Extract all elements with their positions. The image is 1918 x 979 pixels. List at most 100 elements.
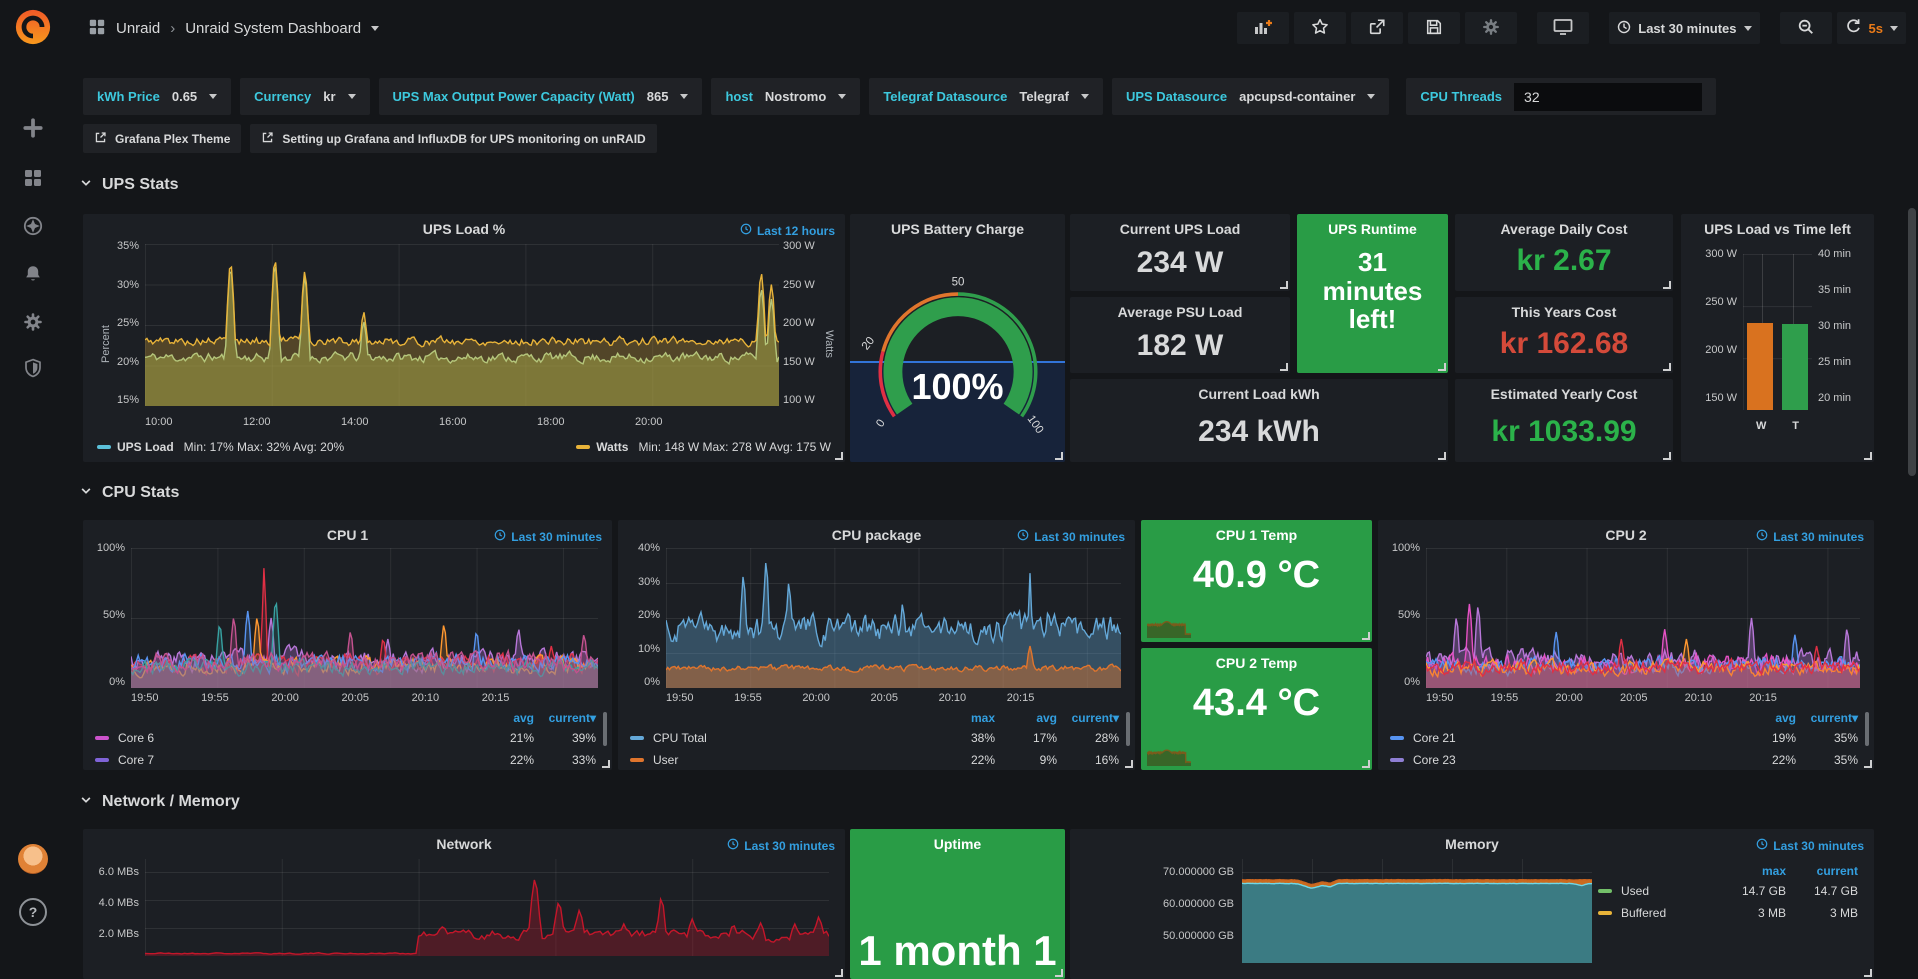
section-cpu-stats[interactable]: CPU Stats (80, 484, 179, 502)
panel-title[interactable]: Average PSU Load (1117, 304, 1243, 320)
time-picker-button[interactable]: Last 30 minutes (1609, 12, 1760, 44)
zoom-out-button[interactable] (1779, 12, 1832, 44)
cpu1-chart[interactable] (131, 548, 598, 688)
panel-title[interactable]: Memory (1445, 836, 1499, 852)
panel-timerange[interactable]: Last 12 hours (740, 223, 835, 238)
section-network-memory[interactable]: Network / Memory (80, 793, 240, 811)
link-grafana-plex-theme[interactable]: Grafana Plex Theme (83, 124, 242, 153)
caret-down-icon[interactable] (1890, 25, 1898, 31)
breadcrumb-separator: › (170, 20, 176, 37)
panel-timerange[interactable]: Last 30 minutes (727, 838, 835, 853)
configuration-menu[interactable] (0, 302, 66, 346)
panel-title[interactable]: Estimated Yearly Cost (1490, 386, 1638, 402)
panel-title[interactable]: Uptime (933, 836, 982, 852)
star-dashboard-button[interactable] (1294, 12, 1347, 44)
var-currency[interactable]: Currency kr (240, 78, 370, 115)
var-ups-max-output[interactable]: UPS Max Output Power Capacity (Watt) 865 (378, 78, 703, 115)
refresh-interval-label[interactable]: 5s (1868, 20, 1883, 36)
help-icon[interactable]: ? (19, 898, 47, 926)
network-chart[interactable] (145, 859, 829, 956)
panel-this-years-cost: This Years Cost kr 162.68 (1455, 297, 1673, 373)
y-axis-ticks: 300 W 250 W 200 W 150 W 100 W (783, 240, 815, 406)
breadcrumb-app[interactable]: Unraid (116, 20, 161, 37)
caret-down-icon (347, 94, 356, 99)
explore-menu[interactable] (0, 206, 66, 250)
var-value: apcupsd-container (1239, 89, 1356, 104)
alerting-menu[interactable] (0, 254, 66, 298)
graph-legend[interactable]: max avg current▾ CPU Total 38% 17% 28% User 22% 9… (630, 708, 1119, 770)
panel-title[interactable]: UPS Battery Charge (890, 221, 1025, 237)
dashboard-settings-button[interactable] (1465, 12, 1518, 44)
panel-title[interactable]: Average Daily Cost (1500, 221, 1628, 237)
var-ups-datasource[interactable]: UPS Datasource apcupsd-container (1111, 78, 1390, 115)
panel-timerange[interactable]: Last 30 minutes (1756, 838, 1864, 853)
var-kwh-price[interactable]: kWh Price 0.65 (83, 78, 232, 115)
cpu-package-plot[interactable] (666, 548, 1121, 688)
cpu1-plot[interactable] (131, 548, 598, 688)
bar-watts[interactable] (1747, 322, 1773, 410)
panel-timerange[interactable]: Last 30 minutes (1017, 529, 1125, 544)
graph-legend[interactable]: max current Used 14.7 GB 14.7 GB Buffered 3 MB… (1598, 861, 1858, 924)
save-dashboard-button[interactable] (1408, 12, 1461, 44)
caret-down-icon[interactable] (371, 26, 380, 31)
section-ups-stats[interactable]: UPS Stats (80, 176, 178, 194)
dashboards-menu[interactable] (0, 158, 66, 202)
cpu2-chart[interactable] (1426, 548, 1860, 688)
panel-timerange[interactable]: Last 30 minutes (1756, 529, 1864, 544)
panel-title[interactable]: UPS Load % (422, 221, 506, 237)
clock-icon (1617, 20, 1631, 37)
add-panel-button[interactable] (1237, 12, 1290, 44)
y-axis-ticks: 70.000000 GB 60.000000 GB 50.000000 GB (1163, 866, 1234, 942)
panel-timerange[interactable]: Last 30 minutes (494, 529, 602, 544)
ups-load-chart[interactable] (145, 244, 779, 406)
var-telegraf-datasource[interactable]: Telegraf Datasource Telegraf (869, 78, 1103, 115)
clock-icon (1756, 529, 1768, 544)
ups-load-plot[interactable] (145, 244, 779, 406)
server-admin-menu[interactable] (0, 348, 66, 392)
legend-scrollbar[interactable] (1865, 712, 1869, 746)
cycle-view-mode-button[interactable] (1537, 12, 1590, 44)
clock-icon (1756, 838, 1768, 853)
create-menu[interactable] (0, 108, 66, 152)
panel-title[interactable]: Current Load kWh (1198, 386, 1320, 402)
panel-title[interactable]: UPS Load vs Time left (1704, 221, 1851, 237)
legend-scrollbar[interactable] (603, 712, 607, 746)
memory-plot[interactable] (1242, 859, 1592, 963)
panel-title[interactable]: Network (436, 836, 492, 852)
panel-title[interactable]: Current UPS Load (1119, 221, 1241, 237)
graph-legend[interactable]: avg current▾ Core 21 19% 35% Core 23 22% 35% (1390, 708, 1858, 770)
cpu2-temp-sparkline (1147, 722, 1191, 766)
panel-title[interactable]: CPU 1 Temp (1215, 527, 1298, 543)
var-cpu-threads: CPU Threads (1406, 78, 1717, 115)
cpu-threads-input[interactable] (1514, 82, 1703, 111)
panel-title[interactable]: CPU 1 (326, 527, 369, 543)
panel-title[interactable]: CPU 2 Temp (1215, 655, 1298, 671)
legend-scrollbar[interactable] (1126, 712, 1130, 746)
bar-time-left[interactable] (1782, 324, 1808, 410)
link-ups-monitoring-guide[interactable]: Setting up Grafana and InfluxDB for UPS … (250, 124, 657, 153)
cpu2-plot[interactable] (1426, 548, 1860, 688)
panel-title[interactable]: UPS Runtime (1328, 221, 1417, 237)
panel-title[interactable]: This Years Cost (1511, 304, 1617, 320)
plus-icon (22, 117, 44, 144)
memory-chart[interactable] (1242, 859, 1592, 963)
panel-title[interactable]: CPU package (831, 527, 922, 543)
grafana-logo[interactable] (14, 8, 52, 51)
panel-title[interactable]: CPU 2 (1605, 527, 1647, 543)
panel-cpu-package: CPU package Last 30 minutes 40% 30% 20% 10%… (618, 520, 1135, 770)
network-plot[interactable] (145, 859, 829, 956)
var-value: Telegraf (1019, 89, 1069, 104)
panel-current-load-kwh: Current Load kWh 234 kWh (1070, 379, 1448, 462)
refresh-button[interactable]: 5s (1836, 12, 1906, 44)
avatar[interactable] (18, 844, 48, 874)
graph-legend[interactable]: avg current▾ Core 6 21% 39% Core 7 22% 33% (95, 708, 596, 770)
var-host[interactable]: host Nostromo (711, 78, 861, 115)
svg-text:100: 100 (1025, 413, 1046, 436)
var-value: 0.65 (171, 89, 198, 104)
cpu-package-chart[interactable] (666, 548, 1121, 688)
page-scrollbar[interactable] (1908, 208, 1916, 476)
share-dashboard-button[interactable] (1351, 12, 1404, 44)
external-link-icon (94, 131, 107, 147)
breadcrumb-page-title[interactable]: Unraid System Dashboard (185, 20, 362, 37)
graph-legend[interactable]: UPS Load Min: 17% Max: 32% Avg: 20% Watts M… (97, 440, 831, 454)
